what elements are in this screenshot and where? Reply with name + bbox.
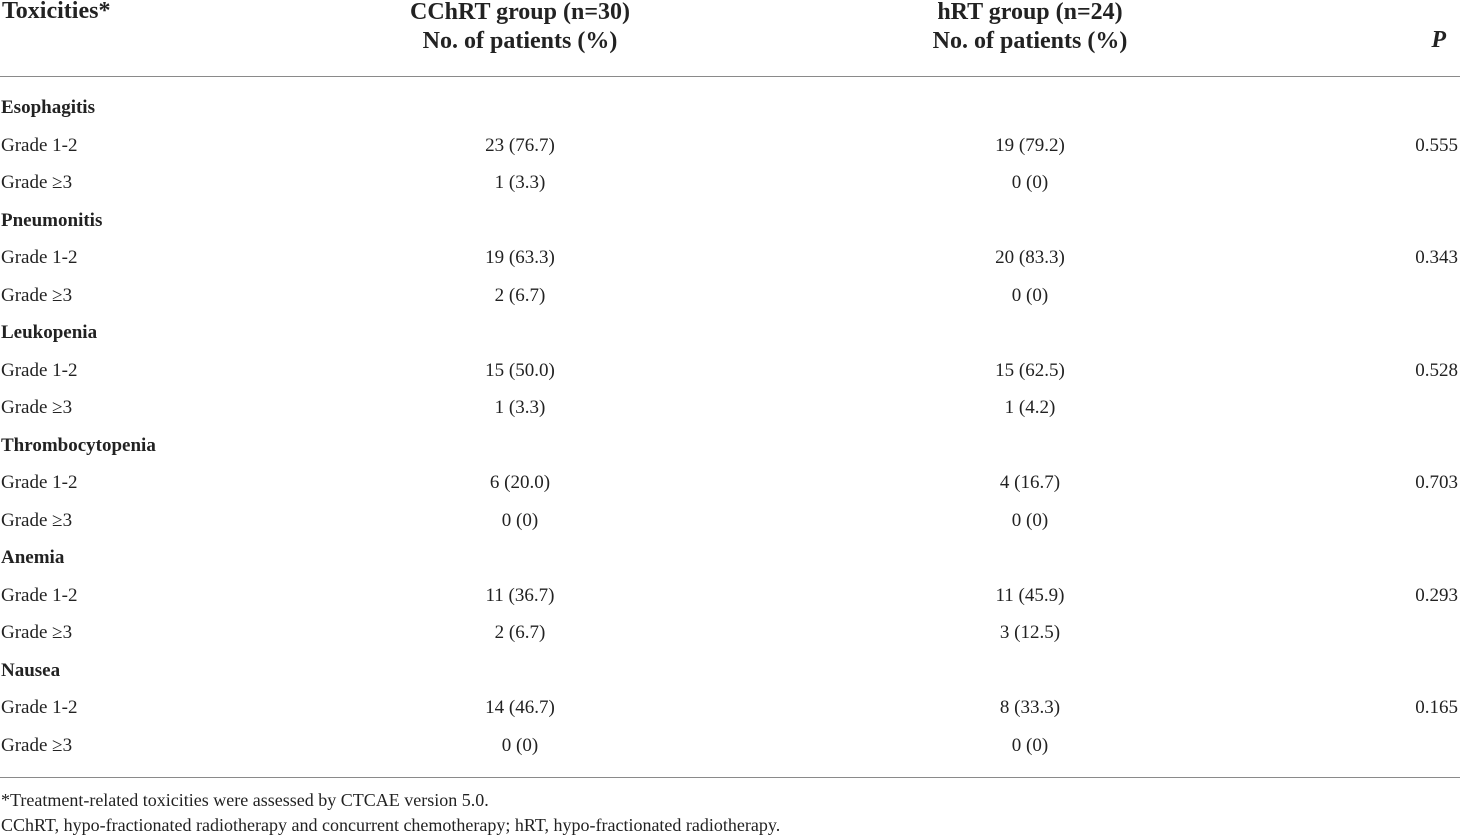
- section-label: Leukopenia: [1, 322, 98, 343]
- table-row: Grade 1-2 15 (50.0) 15 (62.5) 0.528: [0, 353, 1460, 390]
- header-divider: [0, 76, 1460, 77]
- section-row: Nausea: [0, 653, 1460, 690]
- p-value-cell: 0.555: [1415, 134, 1458, 156]
- cchrt-cell: 6 (20.0): [489, 472, 551, 493]
- table-row: Grade ≥3 0 (0) 0 (0): [0, 503, 1460, 540]
- table-row: Grade ≥3 1 (3.3) 0 (0): [0, 165, 1460, 202]
- hrt-cell: 0 (0): [1011, 509, 1049, 531]
- cchrt-cell: 23 (76.7): [485, 134, 555, 156]
- cchrt-cell: 0 (0): [501, 509, 539, 531]
- hrt-cell: 8 (33.3): [999, 697, 1061, 718]
- table-row: Grade ≥3 0 (0) 0 (0): [0, 728, 1460, 765]
- footer-divider: [0, 777, 1460, 778]
- grade-label: Grade 1-2: [1, 584, 78, 606]
- cchrt-cell: 2 (6.7): [494, 622, 546, 643]
- cchrt-cell: 1 (3.3): [494, 172, 546, 193]
- p-value-cell: 0.165: [1415, 697, 1458, 718]
- cchrt-cell: 0 (0): [501, 734, 539, 756]
- cchrt-cell: 14 (46.7): [485, 697, 555, 718]
- header-cchrt-subtitle: No. of patients (%): [422, 28, 618, 54]
- p-value-cell: 0.293: [1415, 584, 1458, 606]
- footnote-ctcae: *Treatment-related toxicities were asses…: [1, 790, 489, 810]
- table-row: Grade 1-2 11 (36.7) 11 (45.9) 0.293: [0, 578, 1460, 615]
- table-row: Grade 1-2 14 (46.7) 8 (33.3) 0.165: [0, 690, 1460, 727]
- section-label: Anemia: [1, 547, 65, 568]
- cchrt-cell: 1 (3.3): [494, 397, 546, 418]
- hrt-cell: 20 (83.3): [995, 247, 1065, 268]
- header-cchrt-group: CChRT group (n=30) No. of patients (%): [370, 0, 670, 56]
- footnote-abbreviations: CChRT, hypo-fractionated radiotherapy an…: [1, 815, 781, 835]
- section-label: Pneumonitis: [1, 209, 103, 231]
- section-row: Leukopenia: [0, 315, 1460, 352]
- grade-label: Grade ≥3: [1, 509, 73, 531]
- p-value-cell: 0.703: [1415, 472, 1458, 493]
- section-row: Anemia: [0, 540, 1460, 577]
- grade-label: Grade ≥3: [1, 734, 73, 756]
- section-label: Nausea: [1, 659, 61, 681]
- section-row: Pneumonitis: [0, 203, 1460, 240]
- grade-label: Grade 1-2: [1, 247, 78, 268]
- p-value-cell: 0.528: [1415, 359, 1458, 381]
- hrt-cell: 0 (0): [1011, 734, 1049, 756]
- section-row: Thrombocytopenia: [0, 428, 1460, 465]
- table-header: Toxicities* CChRT group (n=30) No. of pa…: [0, 0, 1460, 76]
- table-row: Grade 1-2 23 (76.7) 19 (79.2) 0.555: [0, 128, 1460, 165]
- grade-label: Grade 1-2: [1, 359, 78, 381]
- section-label: Esophagitis: [1, 97, 95, 118]
- hrt-cell: 1 (4.2): [1004, 397, 1056, 418]
- grade-label: Grade ≥3: [1, 622, 73, 643]
- p-value-cell: 0.343: [1415, 247, 1458, 268]
- hrt-cell: 11 (45.9): [995, 584, 1065, 606]
- grade-label: Grade ≥3: [1, 284, 73, 306]
- table-row: Grade ≥3 2 (6.7) 3 (12.5): [0, 615, 1460, 652]
- grade-label: Grade 1-2: [1, 472, 78, 493]
- hrt-cell: 15 (62.5): [995, 359, 1065, 381]
- cchrt-cell: 11 (36.7): [485, 584, 555, 606]
- header-cchrt-title: CChRT group (n=30): [410, 0, 630, 25]
- grade-label: Grade ≥3: [1, 172, 73, 193]
- cchrt-cell: 15 (50.0): [485, 359, 555, 381]
- hrt-cell: 19 (79.2): [995, 134, 1065, 156]
- header-hrt-title: hRT group (n=24): [937, 0, 1123, 25]
- header-p-value: P: [1431, 27, 1446, 53]
- grade-label: Grade 1-2: [1, 697, 78, 718]
- grade-label: Grade 1-2: [1, 134, 78, 156]
- table-row: Grade 1-2 6 (20.0) 4 (16.7) 0.703: [0, 465, 1460, 502]
- table-row: Grade ≥3 2 (6.7) 0 (0): [0, 278, 1460, 315]
- section-label: Thrombocytopenia: [1, 434, 156, 456]
- hrt-cell: 4 (16.7): [999, 472, 1061, 493]
- header-toxicities: Toxicities*: [2, 0, 111, 24]
- section-row: Esophagitis: [0, 90, 1460, 127]
- hrt-cell: 0 (0): [1011, 284, 1049, 306]
- hrt-cell: 3 (12.5): [999, 622, 1061, 643]
- header-hrt-subtitle: No. of patients (%): [932, 28, 1128, 54]
- table-row: Grade ≥3 1 (3.3) 1 (4.2): [0, 390, 1460, 427]
- header-hrt-group: hRT group (n=24) No. of patients (%): [880, 0, 1180, 56]
- table-row: Grade 1-2 19 (63.3) 20 (83.3) 0.343: [0, 240, 1460, 277]
- cchrt-cell: 2 (6.7): [494, 284, 546, 306]
- grade-label: Grade ≥3: [1, 397, 73, 418]
- cchrt-cell: 19 (63.3): [485, 247, 555, 268]
- hrt-cell: 0 (0): [1011, 172, 1049, 193]
